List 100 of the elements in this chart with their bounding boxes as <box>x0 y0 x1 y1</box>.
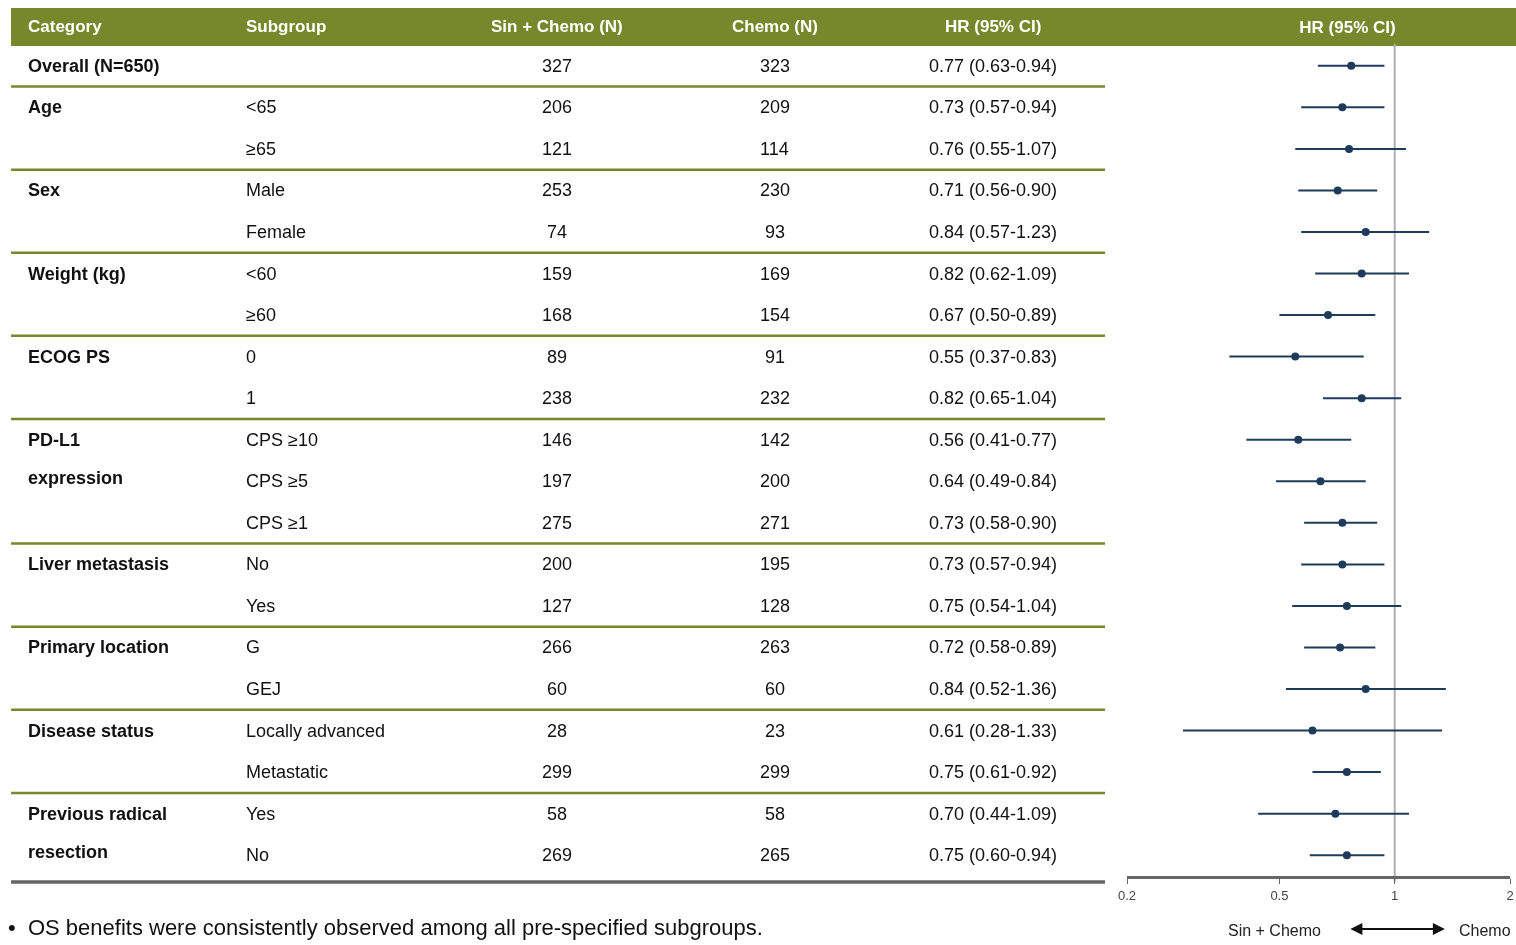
text: 121 <box>542 139 573 159</box>
text: 168 <box>542 305 573 325</box>
text: 200 <box>542 554 573 574</box>
text: 0.77 (0.63-0.94) <box>929 56 1058 76</box>
text: 195 <box>760 554 791 574</box>
text: 0.76 (0.55-1.07) <box>929 139 1058 159</box>
text: Chemo <box>1459 922 1511 939</box>
text: 197 <box>542 471 573 491</box>
category-label: Category <box>28 17 103 36</box>
text: 28 <box>547 721 568 741</box>
text: Previous radical resection <box>28 804 168 862</box>
text: 0.64 (0.49-0.84) <box>929 471 1058 491</box>
text: Male <box>246 180 286 200</box>
text: 0.73 (0.57-0.94) <box>929 97 1058 117</box>
text: 275 <box>542 513 573 533</box>
text: 0.84 (0.52-1.36) <box>929 679 1058 699</box>
category-label: Chemo (N) <box>732 17 818 36</box>
text: CPS ≥10 <box>246 430 318 450</box>
text: 146 <box>542 430 573 450</box>
text: Disease status <box>28 721 155 741</box>
text: 169 <box>760 264 791 284</box>
text: 0.75 (0.54-1.04) <box>929 596 1058 616</box>
text: 0 <box>246 347 257 367</box>
text: Metastatic <box>246 762 329 782</box>
text: 0.55 (0.37-0.83) <box>929 347 1058 367</box>
text: 209 <box>760 97 791 117</box>
chart-title: HR (95% CI) <box>1299 17 1396 37</box>
text: Sex <box>28 180 61 200</box>
text: 0.73 (0.58-0.90) <box>929 513 1058 533</box>
text: 323 <box>760 56 791 76</box>
point <box>1324 311 1333 320</box>
text: 0.84 (0.57-1.23) <box>929 222 1058 242</box>
x-tick-label: 0.5 <box>1270 887 1289 903</box>
text: 1 <box>246 388 257 408</box>
text: 0.75 (0.60-0.94) <box>929 845 1058 865</box>
text: GEJ <box>246 679 282 699</box>
point <box>1316 477 1325 486</box>
text: G <box>246 637 261 657</box>
text: Liver metastasis <box>28 554 170 574</box>
text: 0.56 (0.41-0.77) <box>929 430 1058 450</box>
text: 232 <box>760 388 791 408</box>
text: 58 <box>547 804 568 824</box>
text: PD-L1 expression <box>28 430 124 488</box>
text: 200 <box>760 471 791 491</box>
text: 127 <box>542 596 573 616</box>
text: 253 <box>542 180 573 200</box>
text: 206 <box>542 97 573 117</box>
text: 89 <box>547 347 568 367</box>
text: 0.82 (0.65-1.04) <box>929 388 1058 408</box>
text: 128 <box>760 596 791 616</box>
category-label: HR (95% CI) <box>945 17 1042 36</box>
text: 159 <box>542 264 573 284</box>
text: 0.75 (0.61-0.92) <box>929 762 1058 782</box>
text: 60 <box>765 679 786 699</box>
category-label: Sin + Chemo (N) <box>491 17 623 36</box>
text: 271 <box>760 513 791 533</box>
text: 265 <box>760 845 791 865</box>
text: 238 <box>542 388 573 408</box>
point <box>1331 809 1340 818</box>
text: Primary location <box>28 637 170 657</box>
text: Yes <box>246 804 276 824</box>
text: 23 <box>765 721 786 741</box>
text: <60 <box>246 264 277 284</box>
text: ECOG PS <box>28 347 111 367</box>
point <box>1333 186 1342 195</box>
text: Weight (kg) <box>28 264 126 284</box>
x-tick-label: 0.2 <box>1117 887 1137 903</box>
text: ≥60 <box>246 305 276 325</box>
text: 0.67 (0.50-0.89) <box>929 305 1058 325</box>
text: 0.73 (0.57-0.94) <box>929 554 1058 574</box>
point <box>1342 601 1351 610</box>
x-tick-label: 2 <box>1506 887 1514 903</box>
point <box>1347 61 1356 70</box>
text: Locally advanced <box>246 721 386 741</box>
text: CPS ≥5 <box>246 471 308 491</box>
point <box>1342 768 1351 777</box>
point <box>1345 144 1354 153</box>
point <box>1342 851 1351 860</box>
point <box>1338 560 1347 569</box>
text: 74 <box>547 222 568 242</box>
text: 263 <box>760 637 791 657</box>
text: 269 <box>542 845 573 865</box>
point <box>1336 643 1345 652</box>
text: 0.61 (0.28-1.33) <box>929 721 1058 741</box>
text: 0.82 (0.62-1.09) <box>929 264 1058 284</box>
point <box>1338 103 1347 112</box>
text: • OS benefits were consistently observed among all pre-specified subgroups. <box>8 915 763 940</box>
point <box>1357 269 1366 278</box>
text: 154 <box>760 305 791 325</box>
text: 266 <box>542 637 573 657</box>
text: 114 <box>760 139 789 159</box>
text: 0.72 (0.58-0.89) <box>929 637 1058 657</box>
text: No <box>246 845 270 865</box>
text: 230 <box>760 180 791 200</box>
text: Overall (N=650) <box>28 56 160 76</box>
category-label: Subgroup <box>246 17 327 36</box>
text: 60 <box>547 679 568 699</box>
text: 58 <box>765 804 786 824</box>
text: Sin + Chemo <box>1228 922 1322 939</box>
text: Age <box>28 97 63 117</box>
